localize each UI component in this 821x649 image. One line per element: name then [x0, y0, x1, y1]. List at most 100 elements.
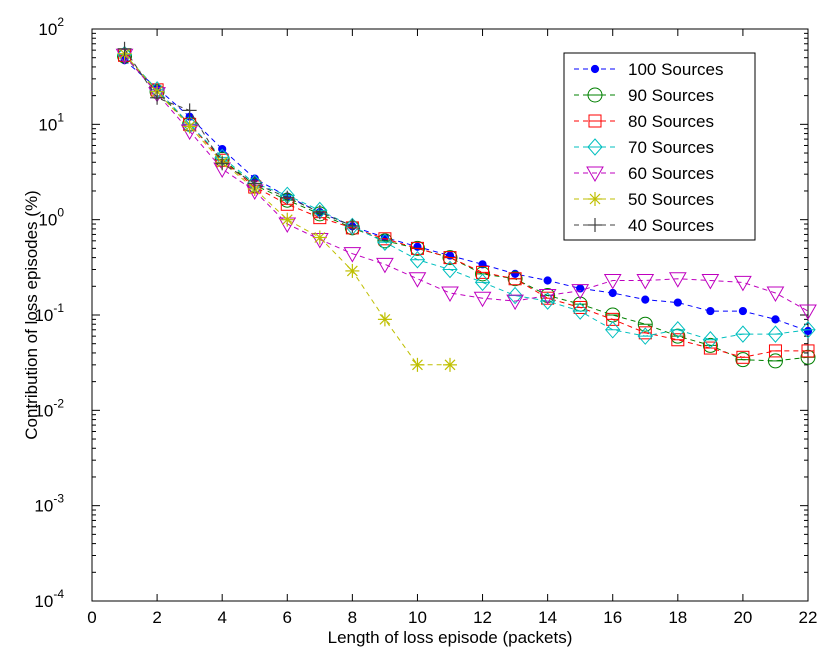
data-point — [637, 327, 653, 345]
x-tick-label: 18 — [668, 608, 687, 627]
legend-entry: 40 Sources — [574, 216, 714, 235]
data-point — [767, 325, 784, 343]
data-point — [442, 260, 458, 279]
data-point — [281, 214, 293, 226]
legend-entry: 70 Sources — [574, 138, 714, 157]
data-point — [706, 306, 715, 316]
x-tick-label: 4 — [217, 608, 226, 627]
y-tick-exponent: -4 — [53, 587, 64, 601]
data-point — [701, 274, 720, 290]
data-point — [608, 288, 617, 298]
series-line — [124, 54, 809, 341]
data-point — [766, 286, 785, 303]
y-tick-label: 10-2 — [34, 396, 64, 420]
data-point — [408, 272, 427, 288]
data-point — [586, 166, 604, 183]
y-tick-exponent: -2 — [53, 396, 64, 410]
data-point — [605, 321, 621, 339]
x-tick-label: 14 — [538, 608, 557, 627]
data-point — [543, 276, 552, 285]
x-tick-label: 16 — [603, 608, 622, 627]
data-point — [409, 250, 426, 269]
y-tick-label: 100 — [38, 206, 64, 230]
y-tick-exponent: 2 — [57, 15, 64, 29]
y-tick-label: 10-4 — [34, 587, 64, 611]
data-point — [589, 193, 601, 205]
legend-label: 40 Sources — [628, 216, 714, 235]
y-tick-exponent: 1 — [57, 110, 64, 124]
data-point — [571, 284, 590, 300]
series-layer — [115, 41, 817, 372]
data-point — [800, 321, 816, 339]
series-line — [124, 55, 809, 362]
data-point — [507, 286, 523, 305]
data-point — [735, 325, 751, 343]
y-tick-exponent: -3 — [53, 492, 64, 506]
y-tick-base: 10 — [34, 497, 53, 516]
data-point — [376, 257, 394, 274]
data-point — [344, 217, 361, 236]
series-line — [124, 48, 353, 227]
x-tick-label: 12 — [473, 608, 492, 627]
series-line — [124, 53, 450, 366]
series-40-sources — [117, 41, 360, 233]
y-tick-label: 10-1 — [34, 301, 64, 325]
data-point — [803, 326, 813, 336]
data-point — [702, 330, 719, 349]
legend-entry: 50 Sources — [574, 190, 714, 209]
y-tick-base: 10 — [38, 211, 57, 230]
data-point — [641, 295, 650, 304]
legend-label: 80 Sources — [628, 112, 714, 131]
x-tick-label: 8 — [348, 608, 357, 627]
data-point — [670, 321, 686, 339]
data-point — [473, 291, 492, 308]
x-axis: 0 2 4 6 8 10 12 14 16 18 20 22 — [87, 29, 817, 627]
legend: 100 Sources 90 Sources 80 Sources 70 Source… — [563, 52, 756, 241]
y-tick-exponent: 0 — [57, 206, 64, 220]
data-point — [673, 298, 682, 307]
legend-entry: 80 Sources — [574, 112, 714, 131]
legend-label: 50 Sources — [628, 190, 714, 209]
y-tick-label: 10-3 — [34, 492, 64, 516]
data-point — [538, 289, 557, 305]
data-point — [184, 121, 196, 132]
legend-label: 60 Sources — [628, 164, 714, 183]
x-tick-label: 0 — [87, 608, 96, 627]
y-tick-exponent: -1 — [53, 301, 64, 315]
data-point — [506, 294, 524, 311]
data-point — [738, 306, 748, 316]
y-axis-label: Contribution of loss episodes (%) — [22, 190, 41, 439]
x-axis-label: Length of loss episode (packets) — [328, 628, 573, 647]
series-line — [124, 54, 809, 312]
x-tick-label: 2 — [152, 608, 161, 627]
x-tick-label: 22 — [799, 608, 818, 627]
y-tick-base: 10 — [38, 115, 57, 134]
y-tick-base: 10 — [34, 592, 53, 611]
legend-entry: 90 Sources — [574, 86, 714, 105]
data-point — [379, 313, 391, 325]
data-point — [590, 64, 600, 74]
data-point — [314, 232, 326, 243]
y-tick-base: 10 — [34, 306, 53, 325]
data-point — [636, 274, 655, 290]
legend-entry: 60 Sources — [574, 164, 714, 183]
x-tick-label: 10 — [408, 608, 427, 627]
y-tick-label: 102 — [38, 15, 64, 39]
data-point — [444, 359, 456, 371]
x-tick-label: 20 — [733, 608, 752, 627]
data-point — [572, 302, 588, 320]
y-tick-base: 10 — [34, 401, 53, 420]
y-tick-base: 10 — [38, 20, 57, 39]
legend-label: 90 Sources — [628, 86, 714, 105]
y-tick-label: 101 — [38, 110, 64, 134]
series-line — [124, 59, 809, 332]
data-point — [734, 275, 752, 292]
data-point — [441, 286, 459, 303]
data-point — [412, 359, 423, 371]
data-point — [346, 265, 358, 277]
data-point — [668, 272, 687, 288]
series-50-sources — [117, 46, 457, 372]
x-tick-label: 6 — [283, 608, 292, 627]
